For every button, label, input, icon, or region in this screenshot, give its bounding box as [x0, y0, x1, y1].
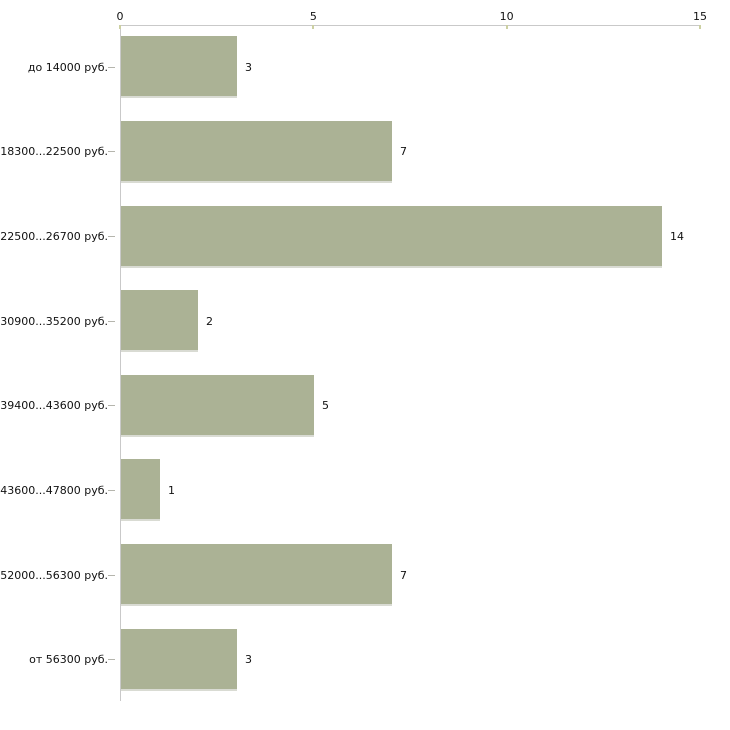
category-label: от 56300 руб.	[29, 653, 108, 667]
bar-rows: до 14000 руб. 3 18300...22500 руб. 7 225…	[0, 25, 730, 702]
category-tick-mark	[108, 489, 115, 491]
bar	[121, 205, 662, 268]
x-tick-label: 5	[309, 10, 317, 23]
bar-value-label: 14	[670, 230, 684, 244]
category-label: 43600...47800 руб.	[0, 483, 108, 497]
bar-row: 18300...22500 руб. 7	[0, 110, 730, 195]
category-tick-mark	[108, 236, 115, 238]
x-tick-label: 15	[693, 10, 707, 23]
x-tick-mark	[312, 25, 315, 29]
x-tick-mark	[505, 25, 508, 29]
category-label: до 14000 руб.	[27, 60, 108, 74]
category-label: 52000...56300 руб.	[0, 568, 108, 582]
bar	[121, 459, 160, 522]
bar-value-label: 7	[400, 568, 407, 582]
bar-row: до 14000 руб. 3	[0, 25, 730, 110]
bar-row: 22500...26700 руб. 14	[0, 194, 730, 279]
bar-row: от 56300 руб. 3	[0, 617, 730, 702]
category-label: 39400...43600 руб.	[0, 399, 108, 413]
category-tick-mark	[108, 66, 115, 68]
bar	[121, 120, 392, 183]
category-label: 22500...26700 руб.	[0, 230, 108, 244]
bar	[121, 290, 198, 353]
x-tick-mark	[119, 25, 121, 29]
bar-row: 39400...43600 руб. 5	[0, 364, 730, 449]
category-tick-mark	[108, 574, 115, 576]
category-tick-mark	[108, 151, 115, 153]
x-tick-label: 10	[499, 10, 514, 23]
category-label: 18300...22500 руб.	[0, 145, 108, 159]
bar-value-label: 3	[245, 60, 252, 74]
x-tick-label: 0	[116, 10, 124, 23]
y-axis-line	[120, 25, 121, 701]
bar	[121, 544, 392, 607]
bar-value-label: 3	[245, 653, 252, 667]
bar-row: 30900...35200 руб. 2	[0, 279, 730, 364]
bar-value-label: 5	[322, 399, 329, 413]
category-tick-mark	[108, 659, 115, 661]
category-tick-mark	[108, 320, 115, 322]
bar-value-label: 1	[168, 483, 175, 497]
bar-row: 43600...47800 руб. 1	[0, 448, 730, 533]
x-axis-line	[120, 25, 701, 26]
category-tick-mark	[108, 405, 115, 407]
bar-row: 52000...56300 руб. 7	[0, 533, 730, 618]
bar	[121, 374, 314, 437]
bar-value-label: 2	[206, 314, 213, 328]
category-label: 30900...35200 руб.	[0, 314, 108, 328]
bar	[121, 628, 237, 691]
bar	[121, 36, 237, 99]
x-tick-mark	[699, 25, 701, 29]
bar-value-label: 7	[400, 145, 407, 159]
